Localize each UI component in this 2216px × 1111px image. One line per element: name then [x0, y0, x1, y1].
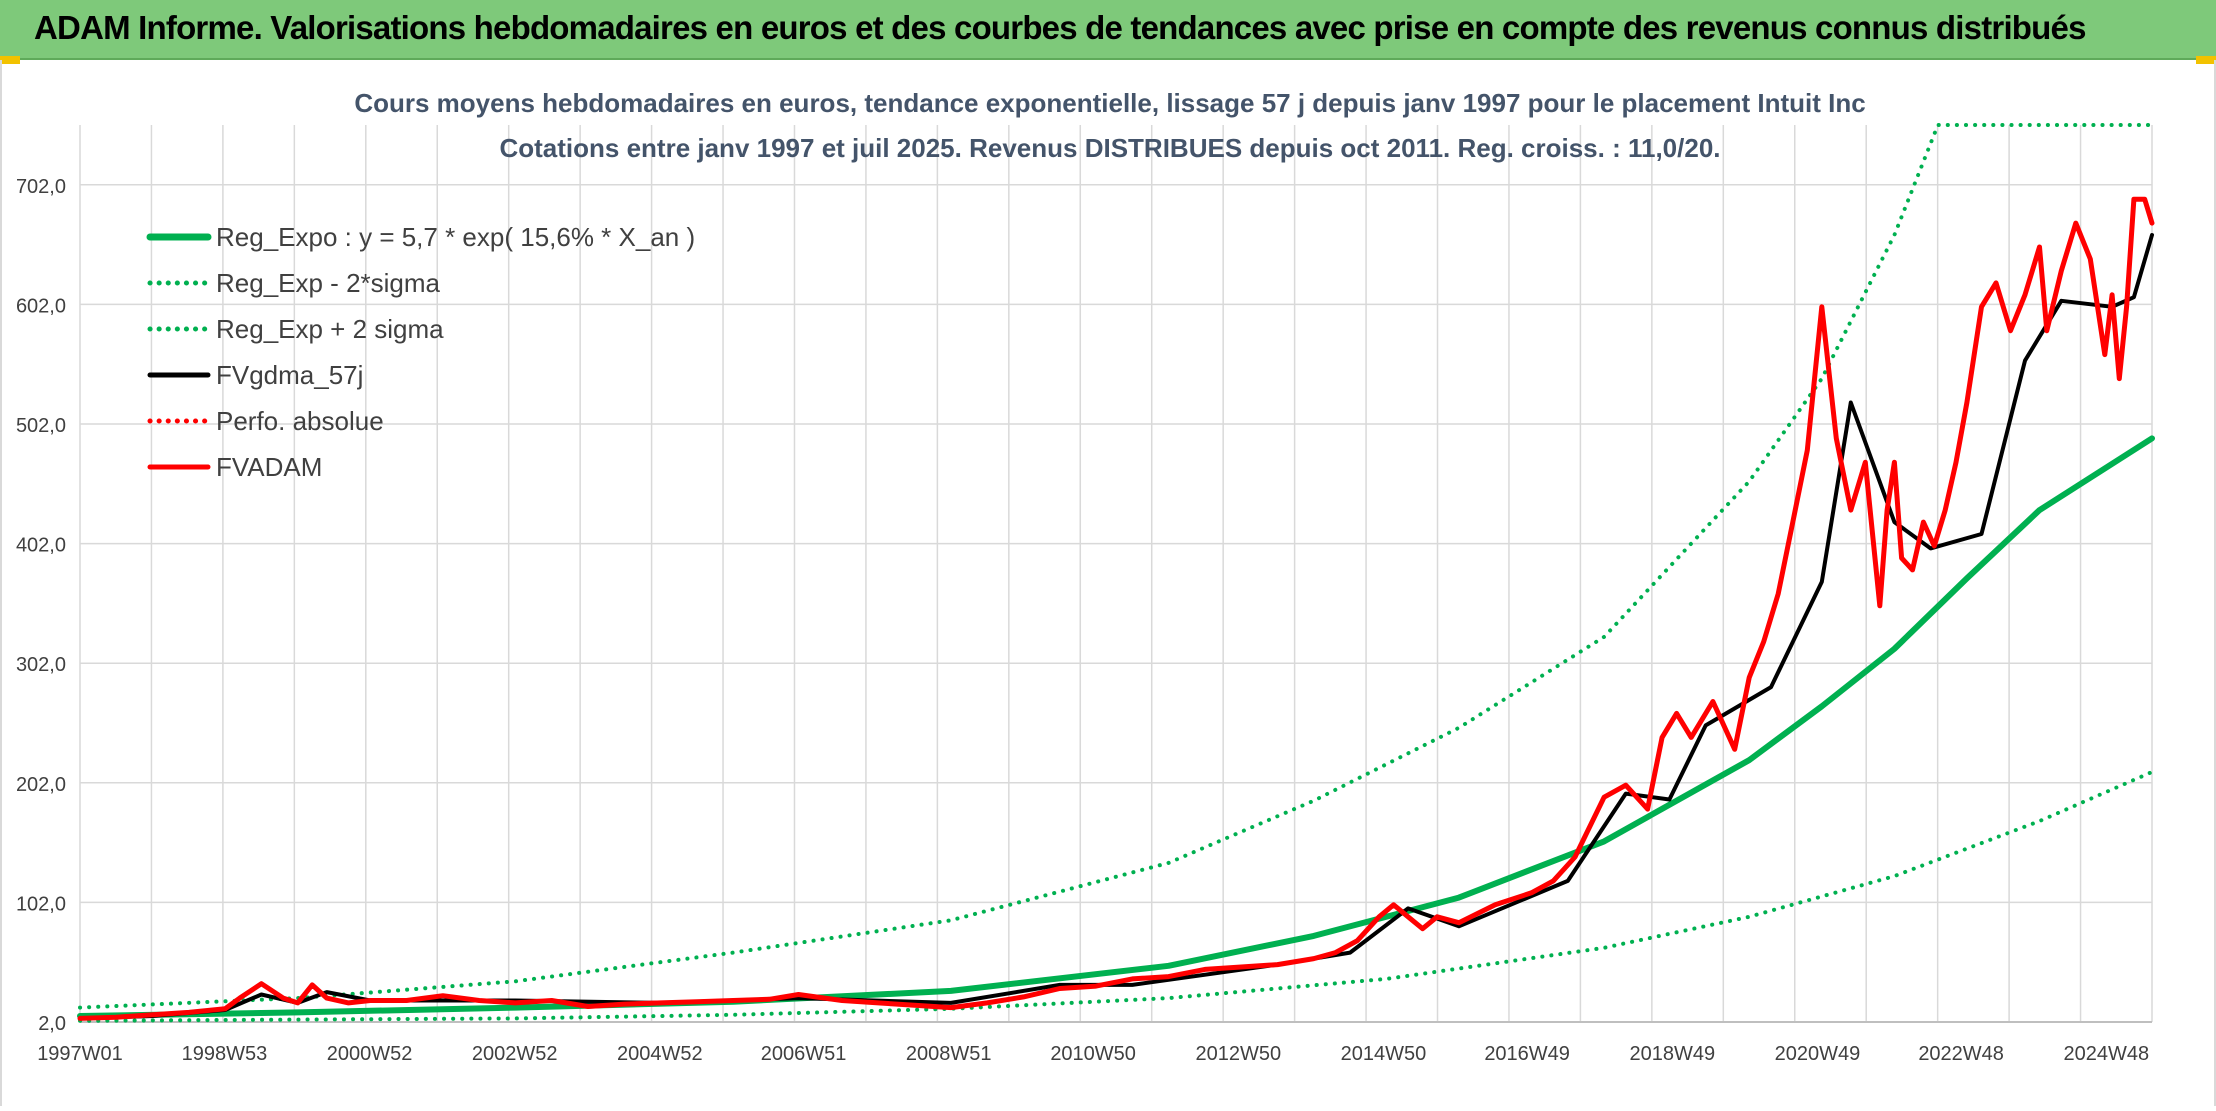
y-tick-label: 502,0 — [16, 415, 66, 437]
x-tick-label: 2012W50 — [1195, 1043, 1281, 1065]
y-tick-label: 602,0 — [16, 295, 66, 317]
chart-area: 2,0 102,0 202,0 302,0 402,0 502,0 602,0 702,0 19… — [0, 60, 2216, 1106]
legend-label-fvadam: FVADAM — [216, 452, 322, 482]
corner-marker-right — [2196, 56, 2216, 64]
x-tick-label: 2024W48 — [2063, 1043, 2149, 1065]
y-tick-label: 302,0 — [16, 654, 66, 676]
banner-title: ADAM Informe. Valorisations hebdomadaire… — [34, 9, 2086, 46]
x-tick-label: 2018W49 — [1629, 1043, 1715, 1065]
x-tick-label: 2022W48 — [1918, 1043, 2004, 1065]
x-tick-label: 2006W51 — [761, 1043, 847, 1065]
y-tick-label: 402,0 — [16, 535, 66, 557]
series-line-reg — [77, 435, 2155, 1019]
series-line-mma — [78, 233, 2154, 1021]
chart-title-line-1: Cours moyens hebdomadaires en euros, ten… — [354, 88, 1865, 118]
x-tick-label: 1997W01 — [37, 1043, 123, 1065]
corner-marker-left — [0, 56, 20, 64]
chart-svg: 2,0 102,0 202,0 302,0 402,0 502,0 602,0 702,0 19… — [16, 88, 2155, 1065]
x-tick-label: 2016W49 — [1484, 1043, 1570, 1065]
x-tick-label: 2000W52 — [327, 1043, 413, 1065]
x-tick-label: 2008W51 — [906, 1043, 992, 1065]
series-line-fvadam — [77, 196, 2155, 1021]
legend-label-perfo: Perfo. absolue — [216, 406, 384, 436]
chart-title-line-2: Cotations entre janv 1997 et juil 2025. … — [499, 133, 1720, 163]
x-tick-label: 2010W50 — [1050, 1043, 1136, 1065]
y-tick-label: 702,0 — [16, 176, 66, 198]
legend-label-reg: Reg_Expo : y = 5,7 * exp( 15,6% * X_an ) — [216, 222, 695, 252]
series-line-high — [78, 123, 2154, 1010]
grid-lines — [79, 125, 2153, 1023]
axes: 2,0 102,0 202,0 302,0 402,0 502,0 602,0 702,0 19… — [16, 176, 2152, 1065]
x-tick-label: 2002W52 — [472, 1043, 558, 1065]
y-tick-label: 202,0 — [16, 774, 66, 796]
legend: Reg_Expo : y = 5,7 * exp( 15,6% * X_an )… — [146, 222, 695, 482]
x-tick-label: 2004W52 — [617, 1043, 703, 1065]
x-tick-label: 2020W49 — [1775, 1043, 1861, 1065]
legend-label-low: Reg_Exp - 2*sigma — [216, 268, 441, 298]
series-line-low — [78, 770, 2154, 1023]
x-tick-label: 2014W50 — [1341, 1043, 1427, 1065]
legend-label-high: Reg_Exp + 2 sigma — [216, 314, 444, 344]
series-lines — [77, 123, 2155, 1023]
y-tick-label: 2,0 — [38, 1013, 66, 1035]
y-tick-label: 102,0 — [16, 893, 66, 915]
legend-label-mma: FVgdma_57j — [216, 360, 363, 390]
banner: ADAM Informe. Valorisations hebdomadaire… — [0, 0, 2216, 60]
x-tick-label: 1998W53 — [182, 1043, 268, 1065]
